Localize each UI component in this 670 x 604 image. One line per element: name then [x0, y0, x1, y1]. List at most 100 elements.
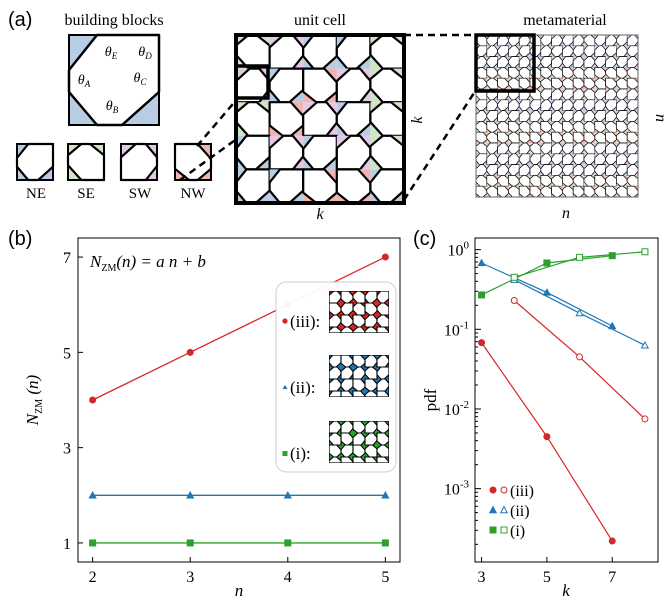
metamaterial-tile — [626, 35, 638, 47]
y-tick-label: 3 — [63, 441, 71, 458]
metamaterial-tile — [508, 175, 520, 187]
metamaterial-tile — [529, 153, 542, 165]
y-tick-label: 10-2 — [444, 399, 469, 419]
metamaterial-tile — [551, 45, 563, 57]
unit-cell-tile — [236, 35, 271, 70]
data-point — [542, 288, 552, 296]
metamaterial-tile — [551, 153, 563, 165]
panel-b-label: (b) — [8, 228, 32, 250]
unit-cell-tile — [335, 134, 372, 171]
block-label-ne: NE — [26, 186, 46, 202]
metamaterial-tile — [518, 110, 531, 122]
metamaterial-tile — [562, 131, 574, 144]
metamaterial-tile — [486, 142, 498, 155]
metamaterial-tile — [529, 121, 542, 133]
metamaterial-tile — [497, 110, 509, 122]
metamaterial-tile — [562, 110, 574, 122]
metamaterial-tile — [572, 56, 585, 68]
x-tick-label: 5 — [381, 569, 389, 586]
metamaterial-tile — [508, 110, 520, 122]
metamaterial-tile — [529, 142, 542, 155]
metamaterial-tile — [572, 164, 585, 176]
inset-tile — [376, 378, 389, 392]
metamaterial-tile — [476, 99, 488, 111]
metamaterial-tile — [594, 153, 606, 165]
data-point — [543, 433, 551, 441]
metamaterial-tile — [551, 175, 563, 187]
inset-tile — [376, 444, 389, 458]
legend-label: (ii) — [510, 503, 530, 520]
data-point — [186, 539, 194, 547]
panel-b-xlabel: n — [235, 581, 244, 599]
inset-tile — [364, 366, 378, 380]
metamaterial-tile — [497, 121, 509, 133]
data-point — [641, 248, 649, 256]
metamaterial-tile — [529, 99, 542, 111]
metamaterial-tile — [626, 175, 638, 187]
data-point — [543, 259, 551, 267]
data-point — [478, 291, 486, 299]
data-point — [489, 486, 497, 494]
metamaterial-tile — [476, 142, 488, 155]
data-point — [284, 539, 292, 547]
y-tick-label: 1 — [63, 536, 71, 553]
metamaterial-title: metamaterial — [523, 12, 607, 29]
metamaterial-tile — [572, 35, 585, 47]
unit-cell-tile — [302, 35, 338, 70]
metamaterial-tile — [551, 56, 563, 68]
metamaterial-tile — [476, 164, 488, 176]
metamaterial-tile — [583, 77, 596, 90]
inset-tile — [376, 390, 389, 397]
metamaterial-tile — [540, 67, 552, 79]
building-blocks-title: building blocks — [64, 12, 163, 29]
panel-c-axes — [474, 237, 659, 563]
unit-cell-tile — [302, 134, 338, 171]
metamaterial-tile — [518, 131, 531, 144]
data-point — [186, 490, 195, 499]
metamaterial-tile — [626, 164, 638, 176]
metamaterial-tile — [518, 164, 531, 176]
block-label-nw: NW — [181, 186, 207, 202]
metamaterial-tile — [540, 142, 552, 155]
metamaterial-tile — [508, 77, 520, 90]
inset-tile — [329, 456, 342, 463]
data-point — [477, 258, 486, 267]
metamaterial-tile — [626, 142, 638, 155]
data-point — [500, 486, 508, 494]
metamaterial-tile — [616, 121, 628, 133]
metamaterial-tile — [626, 88, 638, 101]
metamaterial-tile — [529, 175, 542, 187]
metamaterial-tile — [518, 153, 531, 165]
series-(ii) — [88, 490, 390, 499]
metamaterial-tile — [626, 67, 638, 79]
metamaterial-tile — [486, 121, 498, 133]
metamaterial-tile — [551, 110, 563, 122]
block-variant-ne — [15, 142, 55, 182]
inset-label-iii: (iii): — [290, 312, 320, 331]
metamaterial-tile — [486, 56, 498, 68]
x-tick-label: 3 — [478, 569, 486, 586]
metamaterial-tile — [508, 142, 520, 155]
panel-c-label: (c) — [413, 228, 436, 250]
metamaterial-tile — [616, 185, 628, 197]
metamaterial-tile — [626, 45, 638, 57]
metamaterial-tile — [518, 67, 531, 79]
building-block-variants — [15, 142, 213, 182]
panel-b-ylabel: NZM (n) — [23, 374, 45, 426]
panel-b-inset: (iii): (ii): (i): — [275, 281, 397, 473]
inset-tile — [376, 456, 389, 463]
unit-cell-tile — [369, 101, 404, 137]
metamaterial-tile — [518, 175, 531, 187]
metamaterial-bottom-dim: n — [562, 205, 570, 222]
unit-cell-tile — [335, 35, 372, 70]
metamaterial-tile — [572, 131, 585, 144]
metamaterial-tile — [583, 121, 596, 133]
panel-b-series — [88, 253, 390, 547]
metamaterial-tile — [476, 185, 488, 197]
data-point — [575, 308, 584, 317]
inset-tile — [352, 326, 366, 333]
metamaterial-tile — [594, 77, 606, 90]
data-point — [89, 539, 97, 547]
metamaterial-tile — [529, 131, 542, 144]
